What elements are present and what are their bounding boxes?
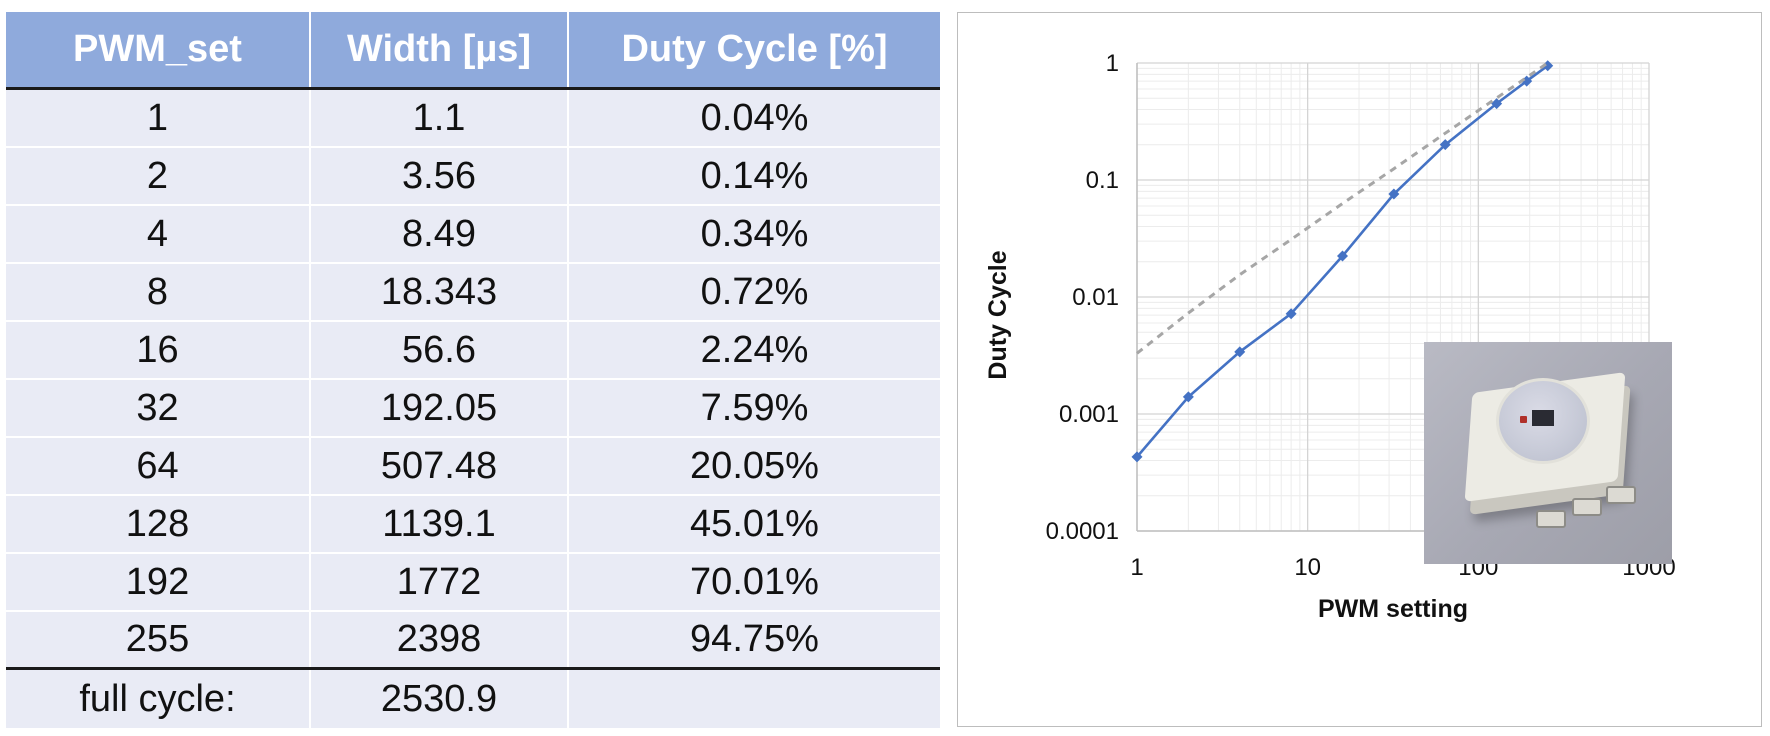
table-row: 16 56.6 2.24% — [6, 322, 940, 380]
pwm-table: PWM_set Width [µs] Duty Cycle [%] 1 1.1 … — [6, 12, 940, 728]
y-axis-title: Duty Cycle — [984, 250, 1012, 379]
table-row: 4 8.49 0.34% — [6, 206, 940, 264]
data-point-marker — [1542, 60, 1554, 72]
x-tick-label: 1 — [1130, 554, 1143, 581]
footer-full-cycle-width: 2530.9 — [309, 670, 567, 728]
data-series — [1131, 60, 1554, 463]
led-pin — [1572, 498, 1602, 516]
cell-width: 507.48 — [309, 438, 567, 494]
header-duty-cycle: Duty Cycle [%] — [567, 12, 940, 87]
cell-width: 18.343 — [309, 264, 567, 320]
led-red-die — [1520, 416, 1527, 423]
header-width: Width [µs] — [309, 12, 567, 87]
table-row: 32 192.05 7.59% — [6, 380, 940, 438]
led-photo-inset — [1424, 342, 1672, 564]
cell-width: 1.1 — [309, 90, 567, 146]
y-tick-label: 0.01 — [1072, 284, 1119, 311]
cell-pwm-set: 128 — [125, 502, 190, 545]
cell-duty-cycle: 7.59% — [567, 380, 940, 436]
cell-pwm-set: 2 — [146, 154, 169, 197]
data-point-marker — [1521, 75, 1533, 87]
data-point-marker — [1182, 391, 1194, 403]
table-row: 255 2398 94.75% — [6, 612, 940, 670]
data-point-marker — [1285, 308, 1297, 320]
cell-duty-cycle: 0.34% — [567, 206, 940, 262]
cell-width: 56.6 — [309, 322, 567, 378]
cell-width: 2398 — [309, 612, 567, 667]
cell-pwm-set: 255 — [125, 618, 190, 660]
cell-duty-cycle: 70.01% — [567, 554, 940, 610]
data-point-marker — [1234, 346, 1246, 358]
y-tick-label: 0.1 — [1086, 167, 1119, 194]
cell-width: 1139.1 — [309, 496, 567, 552]
footer-empty-cell — [567, 670, 940, 728]
y-tick-label: 0.001 — [1059, 401, 1119, 428]
x-tick-label: 10 — [1294, 554, 1321, 581]
table-row: 1 1.1 0.04% — [6, 90, 940, 148]
cell-duty-cycle: 45.01% — [567, 496, 940, 552]
x-axis-title: PWM setting — [1318, 595, 1468, 623]
cell-width: 1772 — [309, 554, 567, 610]
table-header-row: PWM_set Width [µs] Duty Cycle [%] — [6, 12, 940, 90]
table-row: 128 1139.1 45.01% — [6, 496, 940, 554]
data-point-marker — [1131, 451, 1143, 463]
footer-label: full cycle: — [79, 677, 236, 720]
y-tick-label: 1 — [1106, 50, 1119, 77]
cell-width: 192.05 — [309, 380, 567, 436]
cell-pwm-set: 32 — [136, 386, 179, 429]
table-footer-row: full cycle: 2530.9 — [6, 670, 940, 728]
table-row: 192 1772 70.01% — [6, 554, 940, 612]
data-point-marker — [1439, 139, 1451, 151]
cell-pwm-set: 8 — [146, 270, 169, 313]
cell-duty-cycle: 20.05% — [567, 438, 940, 494]
cell-duty-cycle: 0.04% — [567, 90, 940, 146]
header-pwm-set: PWM_set — [73, 28, 242, 70]
reference-dashed-line — [1136, 61, 1549, 355]
data-point-marker — [1491, 98, 1503, 110]
cell-width: 8.49 — [309, 206, 567, 262]
cell-duty-cycle: 0.72% — [567, 264, 940, 320]
led-pin — [1606, 486, 1636, 504]
cell-width: 3.56 — [309, 148, 567, 204]
duty-cycle-chart: 1 10 100 1000 0.0001 0.001 0.01 0.1 1 PWM settin… — [957, 12, 1762, 727]
cell-pwm-set: 64 — [136, 444, 179, 487]
measured-series-line — [1136, 64, 1549, 458]
cell-duty-cycle: 2.24% — [567, 322, 940, 378]
led-driver-chip — [1532, 410, 1554, 426]
data-point-marker — [1337, 250, 1349, 262]
table-row: 64 507.48 20.05% — [6, 438, 940, 496]
cell-duty-cycle: 94.75% — [567, 612, 940, 667]
cell-pwm-set: 192 — [125, 560, 190, 603]
led-pin — [1536, 510, 1566, 528]
cell-pwm-set: 16 — [136, 328, 179, 371]
data-point-marker — [1388, 188, 1400, 200]
cell-pwm-set: 1 — [146, 96, 169, 139]
cell-pwm-set: 4 — [146, 212, 169, 255]
table-row: 2 3.56 0.14% — [6, 148, 940, 206]
y-tick-label: 0.0001 — [1046, 518, 1119, 545]
cell-duty-cycle: 0.14% — [567, 148, 940, 204]
table-row: 8 18.343 0.72% — [6, 264, 940, 322]
